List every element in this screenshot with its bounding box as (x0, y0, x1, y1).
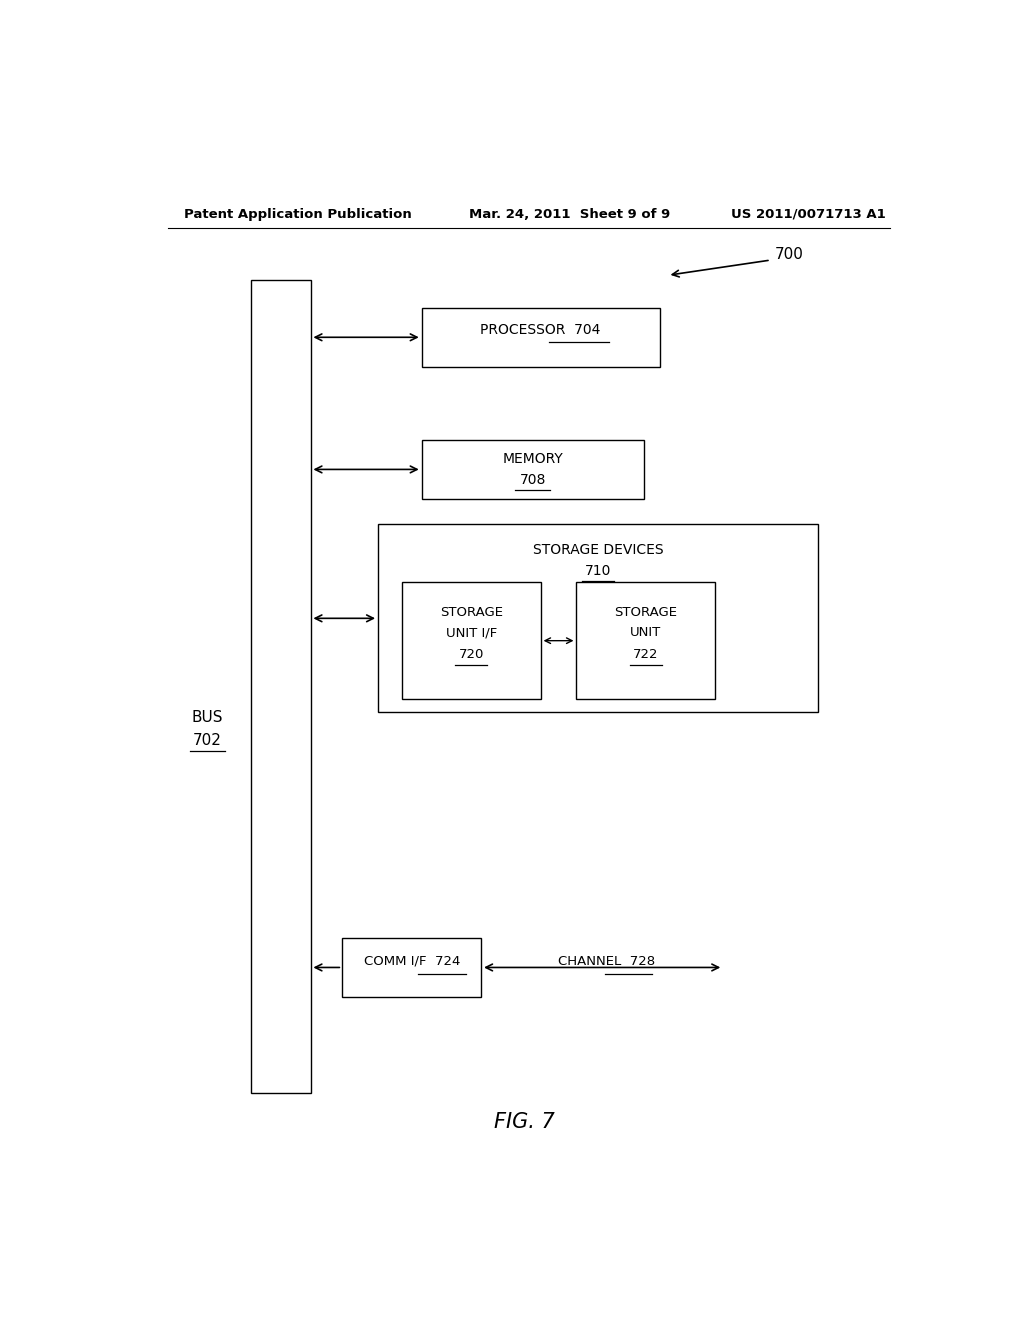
Text: PROCESSOR  704: PROCESSOR 704 (480, 323, 601, 337)
Text: 700: 700 (775, 247, 804, 263)
FancyBboxPatch shape (577, 582, 715, 700)
FancyBboxPatch shape (342, 939, 481, 997)
Text: CHANNEL  728: CHANNEL 728 (558, 954, 654, 968)
Text: UNIT I/F: UNIT I/F (445, 626, 497, 639)
Text: 708: 708 (519, 473, 546, 487)
Text: US 2011/0071713 A1: US 2011/0071713 A1 (731, 207, 886, 220)
FancyBboxPatch shape (378, 524, 818, 713)
Text: COMM I/F  724: COMM I/F 724 (364, 954, 460, 968)
Text: FIG. 7: FIG. 7 (495, 1111, 555, 1133)
FancyBboxPatch shape (251, 280, 310, 1093)
Text: STORAGE DEVICES: STORAGE DEVICES (532, 543, 664, 557)
Text: BUS: BUS (191, 710, 223, 725)
Text: 702: 702 (193, 734, 222, 748)
Text: STORAGE: STORAGE (439, 606, 503, 619)
FancyBboxPatch shape (422, 308, 659, 367)
Text: Mar. 24, 2011  Sheet 9 of 9: Mar. 24, 2011 Sheet 9 of 9 (469, 207, 671, 220)
Text: UNIT: UNIT (630, 626, 662, 639)
FancyBboxPatch shape (422, 440, 644, 499)
Text: 710: 710 (585, 564, 611, 578)
Text: 720: 720 (459, 648, 484, 661)
Text: STORAGE: STORAGE (614, 606, 677, 619)
Text: Patent Application Publication: Patent Application Publication (183, 207, 412, 220)
Text: MEMORY: MEMORY (503, 453, 563, 466)
Text: 722: 722 (633, 648, 658, 661)
FancyBboxPatch shape (401, 582, 541, 700)
